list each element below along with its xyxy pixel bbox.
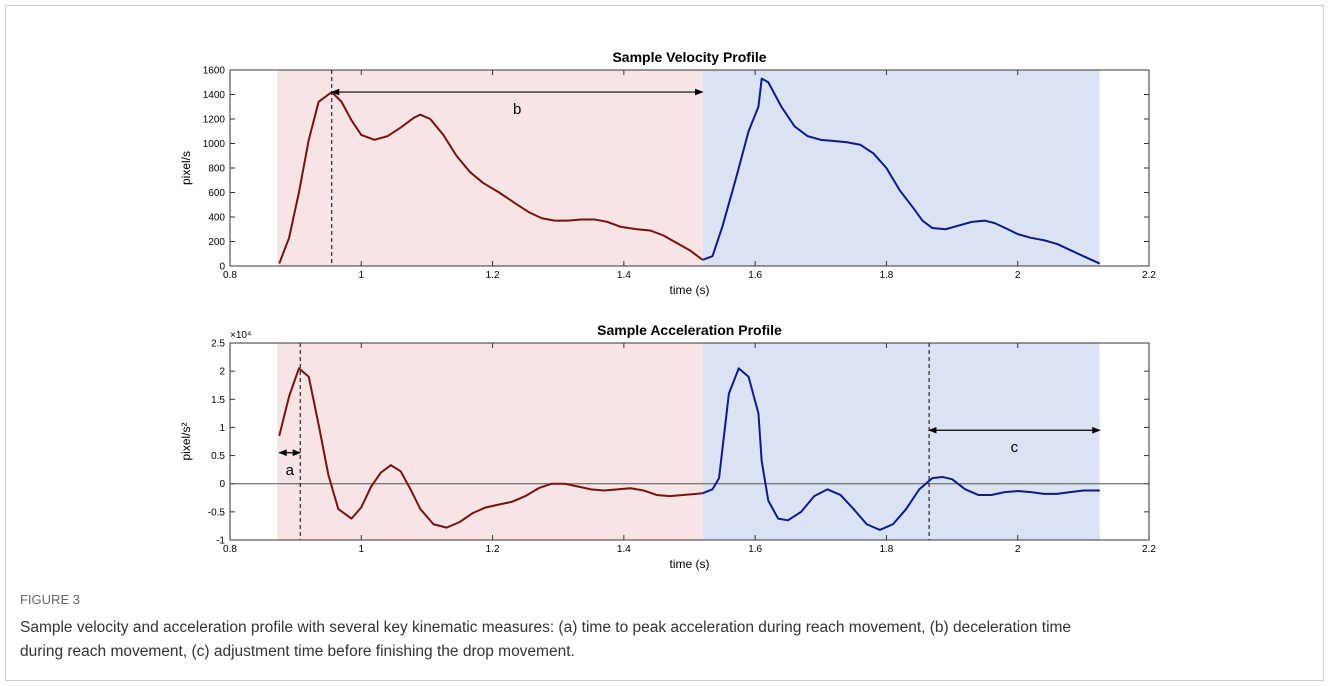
y-tick-label: 2 bbox=[219, 367, 225, 378]
x-axis-label: time (s) bbox=[670, 283, 710, 297]
x-tick-label: 1.6 bbox=[748, 270, 762, 281]
shaded-region bbox=[702, 70, 1100, 266]
data-line bbox=[702, 367, 1100, 531]
y-tick-label: 400 bbox=[208, 213, 225, 224]
caption-label: FIGURE 3 bbox=[20, 592, 80, 607]
x-tick-label: 1.2 bbox=[486, 544, 500, 555]
y-tick-label: 0 bbox=[219, 262, 225, 273]
arrow-label: c bbox=[1011, 439, 1019, 456]
x-tick-label: 2.2 bbox=[1142, 270, 1156, 281]
x-tick-label: 2 bbox=[1015, 544, 1021, 555]
data-line bbox=[702, 77, 1101, 265]
y-axis-label: pixel/s bbox=[179, 151, 193, 185]
caption-text: Sample velocity and acceleration profile… bbox=[20, 619, 1072, 660]
shaded-region bbox=[277, 70, 703, 266]
y-tick-label: 1000 bbox=[203, 139, 226, 150]
arrow-label: b bbox=[513, 101, 521, 118]
axes-box bbox=[229, 342, 1150, 541]
x-tick-label: 0.8 bbox=[223, 544, 237, 555]
y-tick-label: 200 bbox=[208, 237, 225, 248]
arrow-label: a bbox=[286, 462, 295, 479]
x-tick-label: 2 bbox=[1015, 270, 1021, 281]
y-tick-label: -0.5 bbox=[208, 507, 226, 518]
y-tick-label: 2.5 bbox=[211, 339, 225, 350]
y-tick-label: 1 bbox=[219, 423, 225, 434]
y-tick-label: 600 bbox=[208, 188, 225, 199]
x-tick-label: 1.4 bbox=[617, 544, 631, 555]
x-tick-label: 1.8 bbox=[879, 544, 893, 555]
y-tick-label: 0 bbox=[219, 479, 225, 490]
y-tick-label: 800 bbox=[208, 164, 225, 175]
y-axis-label: pixel/s² bbox=[179, 422, 193, 460]
x-tick-label: 1.8 bbox=[879, 270, 893, 281]
x-tick-label: 1.6 bbox=[748, 544, 762, 555]
figure-border bbox=[5, 5, 1324, 681]
y-tick-label: 1.5 bbox=[211, 395, 225, 406]
data-line bbox=[278, 91, 704, 264]
x-tick-label: 1.2 bbox=[486, 270, 500, 281]
x-tick-label: 1 bbox=[359, 544, 365, 555]
chart-title: Sample Acceleration Profile bbox=[597, 322, 782, 338]
x-tick-label: 1 bbox=[359, 270, 365, 281]
shaded-region bbox=[702, 343, 1100, 540]
axes-box bbox=[229, 69, 1150, 267]
y-tick-label: 1400 bbox=[203, 90, 226, 101]
y-tick-label: -1 bbox=[216, 536, 225, 547]
data-line bbox=[278, 367, 703, 529]
y-tick-label: 1600 bbox=[203, 66, 226, 77]
y-exponent-label: ×10⁴ bbox=[230, 330, 251, 341]
chart-title: Sample Velocity Profile bbox=[612, 49, 766, 65]
x-tick-label: 0.8 bbox=[223, 270, 237, 281]
y-tick-label: 1200 bbox=[203, 115, 226, 126]
y-tick-label: 0.5 bbox=[211, 451, 225, 462]
x-tick-label: 2.2 bbox=[1142, 544, 1156, 555]
x-tick-label: 1.4 bbox=[617, 270, 631, 281]
x-axis-label: time (s) bbox=[670, 557, 710, 571]
